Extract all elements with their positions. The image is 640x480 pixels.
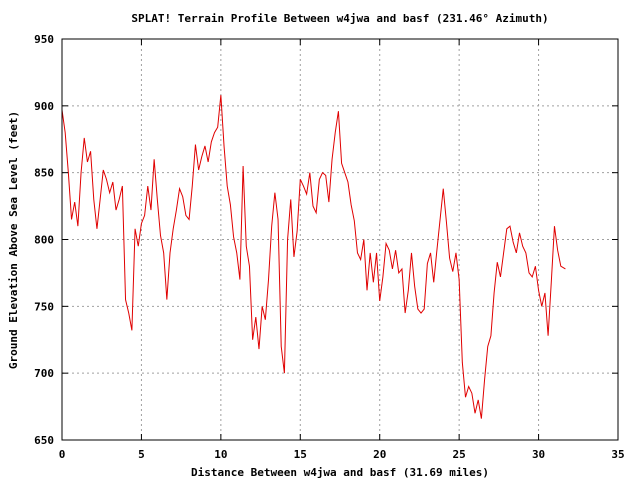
x-tick-label: 5 xyxy=(138,448,145,461)
x-tick-label: 15 xyxy=(294,448,307,461)
series-layer xyxy=(61,95,566,419)
tick-labels: 0 5 10 15 20 25 30 35 650 700 750 800 850 900 950 xyxy=(34,33,625,461)
y-tick-label: 750 xyxy=(34,300,54,313)
x-tick-label: 10 xyxy=(214,448,227,461)
y-axis-label: Ground Elevation Above Sea Level (feet) xyxy=(7,111,20,369)
grid-lines xyxy=(62,39,618,440)
y-tick-label: 900 xyxy=(34,100,54,113)
x-tick-label: 35 xyxy=(611,448,624,461)
x-tick-label: 20 xyxy=(373,448,386,461)
y-tick-label: 850 xyxy=(34,167,54,180)
x-tick-label: 0 xyxy=(59,448,66,461)
axis-ticks xyxy=(61,38,619,441)
y-tick-label: 700 xyxy=(34,367,54,380)
y-tick-label: 950 xyxy=(34,33,54,46)
x-tick-label: 30 xyxy=(532,448,545,461)
y-tick-label: 650 xyxy=(34,434,54,447)
x-tick-label: 25 xyxy=(453,448,466,461)
x-axis-label: Distance Between w4jwa and basf (31.69 m… xyxy=(191,466,489,479)
chart-title: SPLAT! Terrain Profile Between w4jwa and… xyxy=(131,12,548,25)
y-tick-label: 800 xyxy=(34,234,54,247)
terrain-elevation-line xyxy=(61,95,566,419)
